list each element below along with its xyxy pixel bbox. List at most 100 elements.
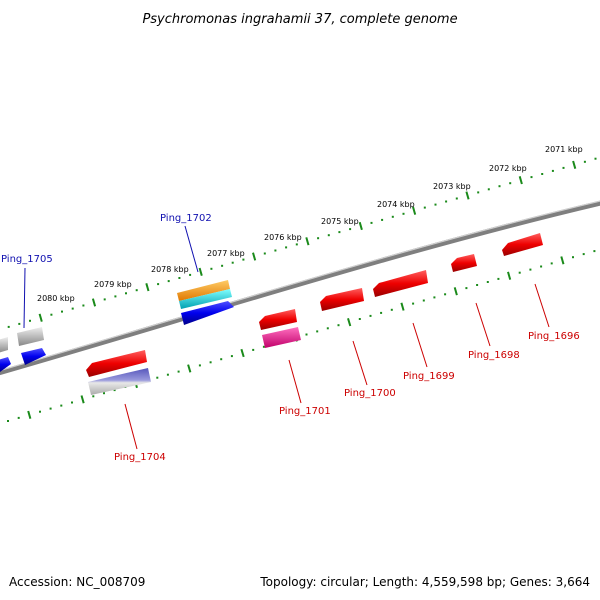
minor-tick: [433, 296, 436, 299]
minor-tick: [113, 389, 116, 392]
minor-tick: [455, 197, 458, 200]
gene-arrow-red[interactable]: [320, 288, 364, 311]
scale-label: 2073 kbp: [433, 182, 471, 191]
major-tick: [358, 221, 363, 231]
genome-backbone: [0, 200, 600, 376]
minor-tick: [349, 228, 352, 231]
topology-text: Topology: circular; Length: 4,559,598 bp…: [259, 575, 590, 589]
gene-label-ping-1696[interactable]: Ping_1696: [528, 331, 580, 342]
gene-label-ping-1698[interactable]: Ping_1698: [468, 350, 520, 361]
minor-tick: [316, 330, 319, 333]
major-tick: [412, 206, 417, 215]
minor-tick: [60, 404, 63, 407]
minor-tick: [178, 277, 181, 279]
minor-tick: [50, 313, 53, 316]
major-tick: [240, 348, 245, 358]
minor-tick: [29, 319, 31, 322]
minor-tick: [412, 302, 415, 305]
minor-tick: [326, 327, 329, 330]
minor-tick: [189, 273, 192, 276]
minor-tick: [327, 234, 330, 237]
minor-tick: [402, 212, 405, 215]
minor-tick: [562, 166, 565, 169]
major-tick: [572, 160, 577, 169]
major-tick: [27, 410, 32, 419]
minor-tick: [337, 324, 340, 327]
gene-arrow-blue[interactable]: [181, 301, 234, 325]
gene-arrow-red[interactable]: [451, 254, 477, 272]
major-tick: [347, 318, 352, 327]
minor-tick: [135, 289, 138, 292]
minor-tick: [103, 298, 106, 301]
minor-tick: [582, 253, 585, 256]
minor-tick: [209, 361, 212, 364]
minor-tick: [71, 401, 73, 404]
minor-tick: [92, 395, 95, 398]
gene-arrow-red[interactable]: [86, 350, 147, 377]
minor-tick: [167, 280, 170, 283]
major-tick: [198, 267, 203, 276]
major-tick: [518, 176, 523, 185]
minor-tick: [370, 221, 373, 224]
minor-tick: [285, 246, 288, 249]
scale-label: 2072 kbp: [489, 164, 527, 173]
scale-label: 2078 kbp: [151, 265, 189, 274]
minor-tick: [445, 200, 448, 203]
minor-tick: [230, 355, 233, 358]
gene-arrow-red[interactable]: [373, 270, 428, 297]
minor-tick: [317, 237, 320, 240]
gene-arrow-gray[interactable]: [17, 327, 44, 346]
minor-tick: [156, 376, 159, 379]
gene-arrow-purple[interactable]: [88, 368, 151, 395]
gene-arrow-blue[interactable]: [21, 348, 46, 365]
gene-arrow-orange[interactable]: [177, 280, 230, 301]
minor-tick: [61, 310, 63, 313]
minor-tick: [477, 191, 480, 194]
gene-label-ping-1702[interactable]: Ping_1702: [160, 213, 212, 224]
minor-tick: [369, 314, 372, 317]
scale-label: 2074 kbp: [377, 200, 415, 209]
outer-tick-ring: [7, 157, 597, 328]
minor-tick: [530, 176, 533, 179]
minor-tick: [262, 345, 265, 348]
minor-tick: [487, 188, 490, 191]
accession-text: Accession: NC_008709: [9, 575, 145, 589]
scale-label: 2079 kbp: [94, 280, 132, 289]
gene-arrow-red[interactable]: [259, 309, 297, 330]
major-tick: [305, 237, 310, 246]
major-tick: [400, 302, 405, 311]
major-tick: [187, 364, 192, 373]
minor-tick: [210, 267, 213, 270]
gene-arrow-cyan[interactable]: [179, 289, 232, 309]
gene-label-ping-1700[interactable]: Ping_1700: [344, 388, 396, 399]
scale-labels: 2071 kbp 2072 kbp 2073 kbp 2074 kbp 2075 kbp…: [37, 145, 583, 303]
minor-tick: [550, 262, 553, 265]
gene-label-ping-1705[interactable]: Ping_1705: [1, 254, 53, 265]
minor-tick: [39, 410, 41, 413]
major-tick: [465, 191, 470, 200]
gene-arrow-gray[interactable]: [0, 337, 8, 353]
minor-tick: [476, 284, 479, 286]
scale-label: 2071 kbp: [545, 145, 583, 154]
minor-tick: [166, 373, 169, 376]
gene-arrow-blue[interactable]: [0, 357, 11, 372]
gene-arrow-magenta[interactable]: [262, 327, 301, 348]
gene-label-ping-1699[interactable]: Ping_1699: [403, 371, 455, 382]
minor-tick: [422, 299, 425, 302]
minor-tick: [583, 160, 586, 163]
gene-labels: Ping_1705 Ping_1702 Ping_1704 Ping_1701 …: [1, 213, 580, 463]
major-tick: [91, 298, 97, 307]
minor-tick: [82, 304, 85, 307]
gene-arrow-red[interactable]: [502, 233, 543, 256]
minor-tick: [518, 271, 521, 274]
gene-label-ping-1701[interactable]: Ping_1701: [279, 406, 331, 417]
gene-label-ping-1704[interactable]: Ping_1704: [114, 452, 166, 463]
minor-tick: [381, 218, 384, 221]
minor-tick: [380, 311, 383, 314]
minor-tick: [18, 322, 21, 325]
minor-tick: [252, 348, 255, 351]
minor-tick: [541, 173, 544, 175]
minor-tick: [198, 364, 201, 367]
minor-tick: [551, 169, 554, 172]
minor-tick: [338, 231, 341, 234]
